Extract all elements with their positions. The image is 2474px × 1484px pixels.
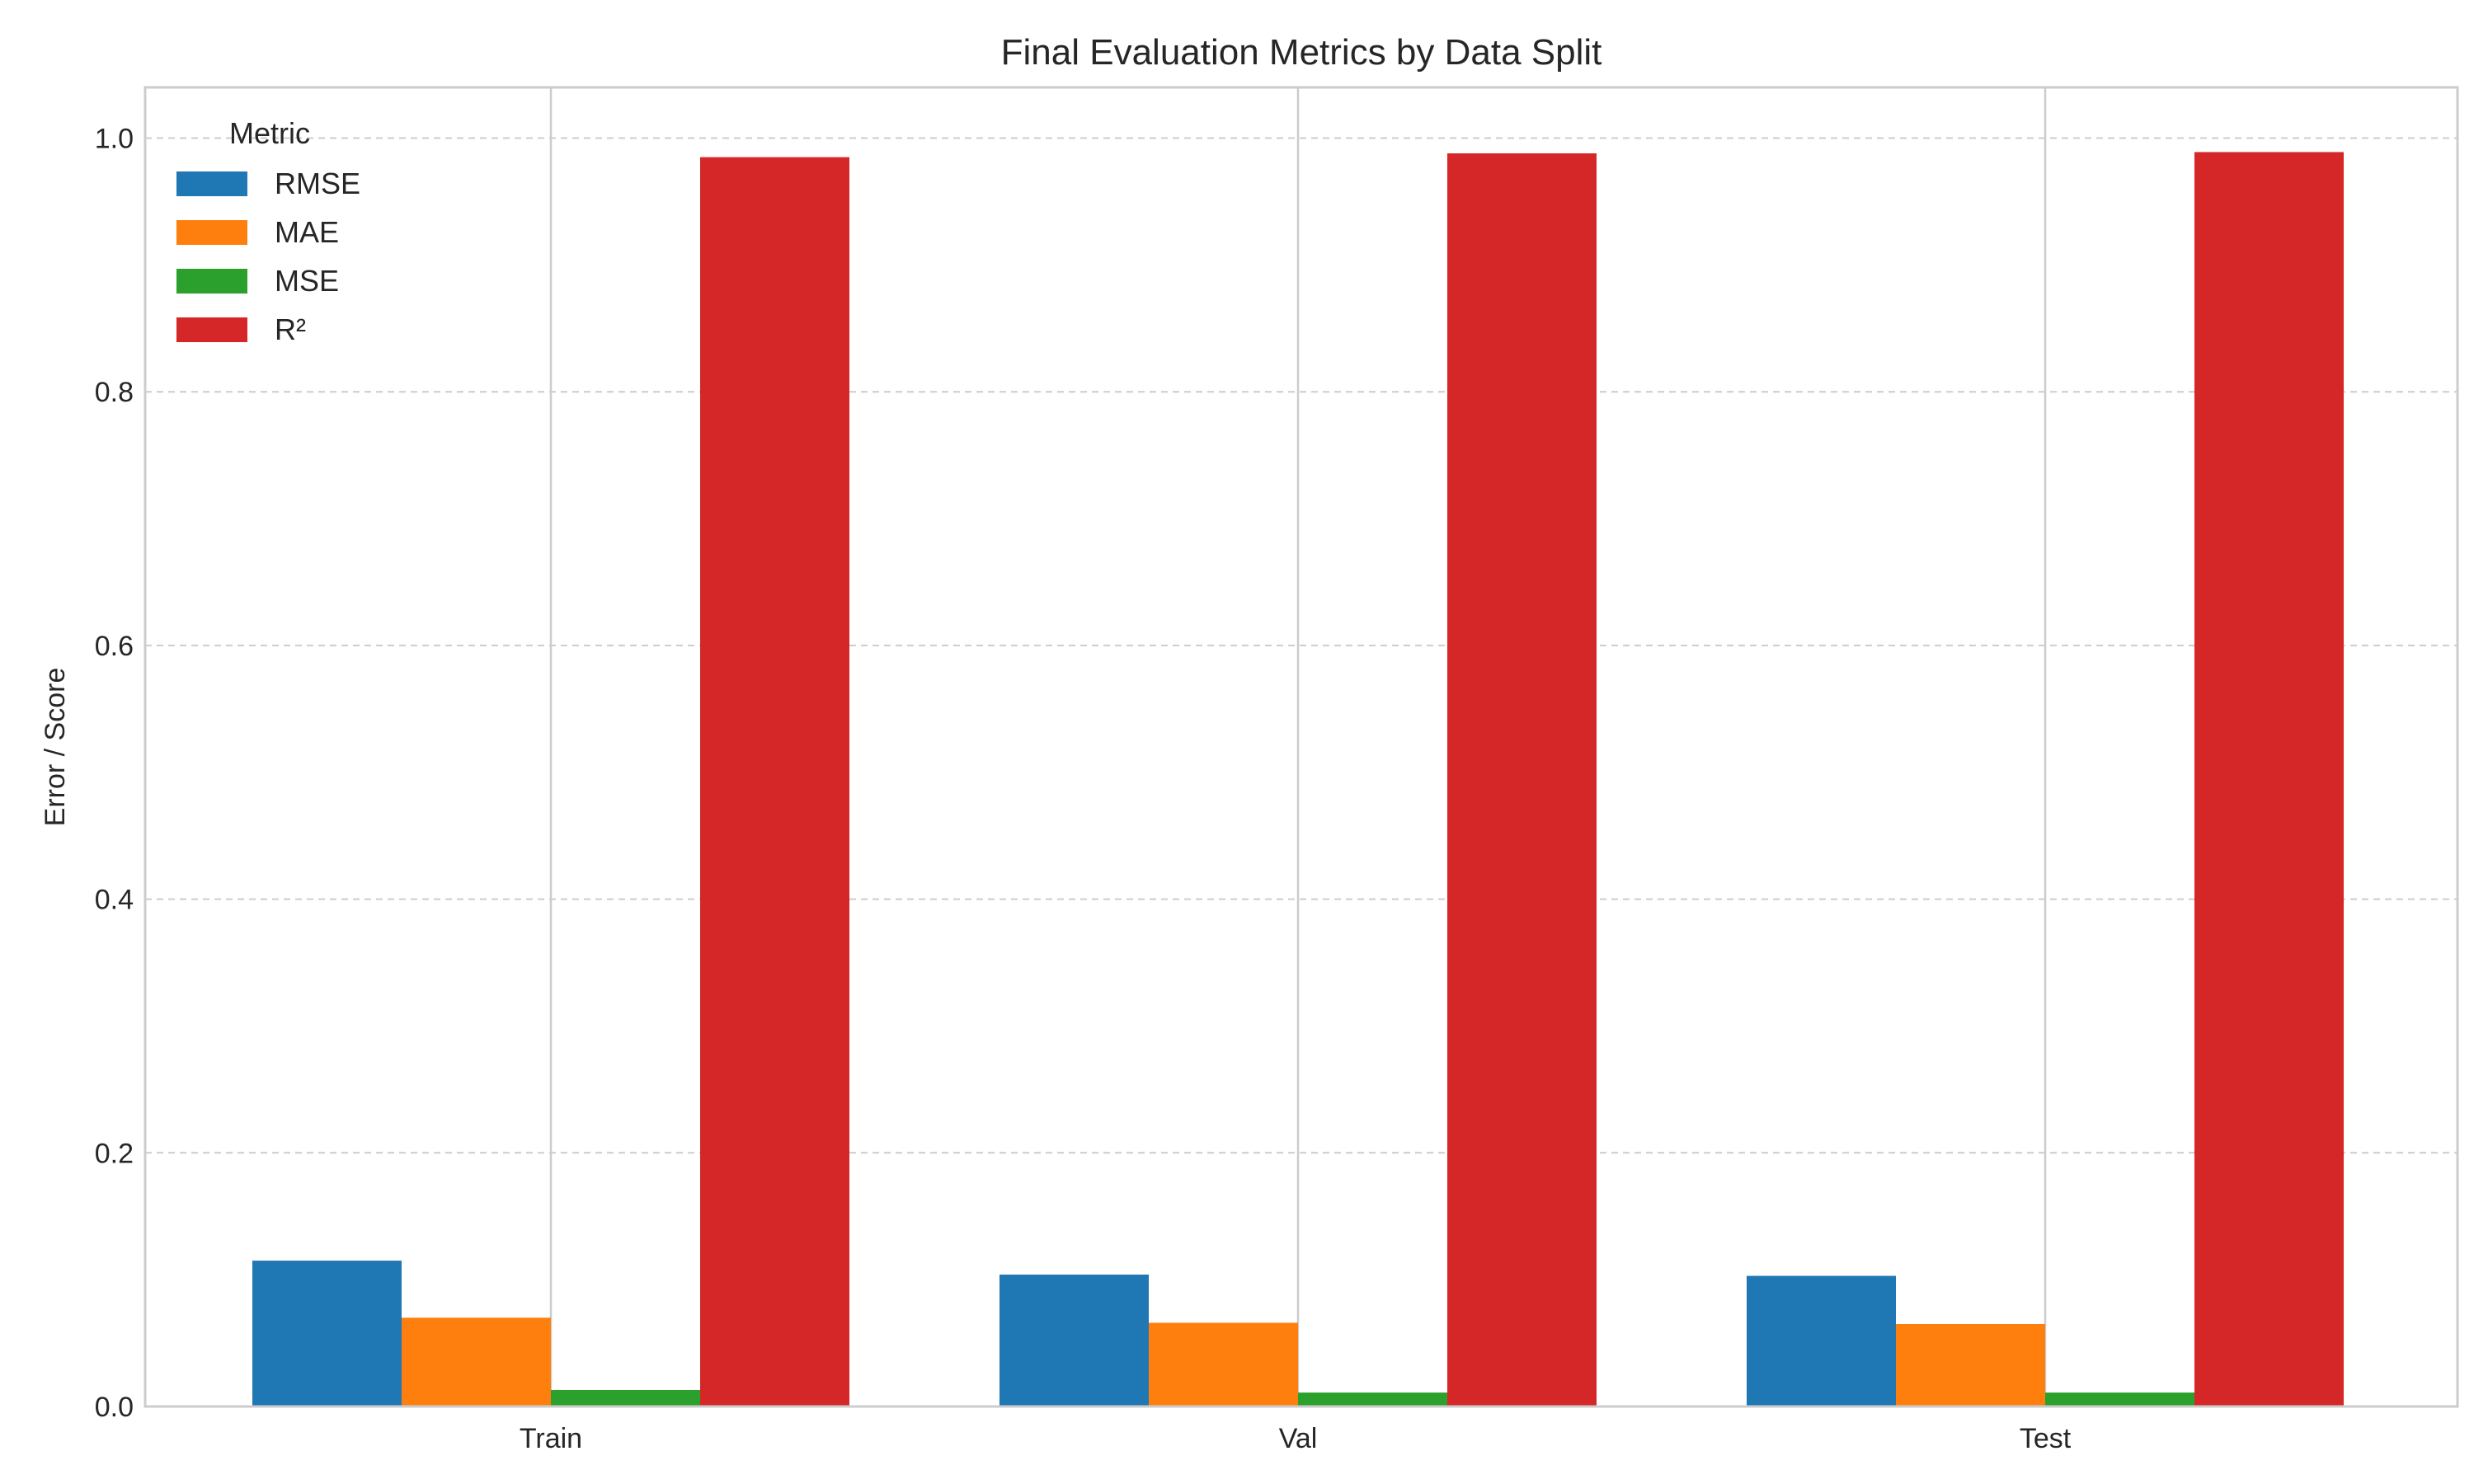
y-tick-label: 0.6 [95, 631, 134, 662]
legend-title: Metric [229, 116, 310, 150]
legend-entry-label: RMSE [275, 167, 360, 200]
y-tick-label: 0.4 [95, 885, 134, 916]
y-tick-label: 0.2 [95, 1138, 134, 1169]
legend-swatch [176, 171, 247, 196]
bar-test-3 [2194, 152, 2344, 1407]
bar-test-0 [1747, 1275, 1896, 1407]
bar-val-3 [1447, 153, 1597, 1407]
legend-swatch [176, 317, 247, 342]
bar-test-1 [1896, 1324, 2045, 1407]
bar-train-3 [700, 157, 849, 1407]
y-tick-label: 0.0 [95, 1392, 134, 1423]
grid-layer [145, 87, 2458, 1407]
bar-train-1 [402, 1317, 551, 1407]
legend-entry-label: R² [275, 312, 306, 346]
legend: Metric RMSE MAE MSE R² [176, 116, 360, 346]
bar-train-2 [551, 1390, 700, 1407]
legend-entry-label: MAE [275, 215, 339, 249]
legend-swatch [176, 269, 247, 294]
bar-test-2 [2045, 1392, 2194, 1407]
y-axis-label: Error / Score [40, 668, 71, 827]
x-tick-label: Val [1279, 1423, 1318, 1454]
bar-train-0 [252, 1261, 402, 1407]
y-tick-label: 0.8 [95, 377, 134, 408]
y-tick-label: 1.0 [95, 124, 134, 155]
legend-entry-label: MSE [275, 264, 339, 298]
legend-swatch [176, 220, 247, 245]
bars-layer [252, 152, 2344, 1407]
bar-val-0 [999, 1275, 1149, 1407]
bar-val-2 [1298, 1392, 1447, 1407]
x-tick-label: Train [520, 1423, 582, 1454]
chart-title: Final Evaluation Metrics by Data Split [1001, 32, 1602, 73]
bar-val-1 [1149, 1322, 1298, 1407]
plot-frame [143, 86, 2459, 1408]
ticks-layer: 0.0 0.2 0.4 0.6 0.8 1.0 Train Val Test [95, 124, 2072, 1454]
x-tick-label: Test [2020, 1423, 2072, 1454]
